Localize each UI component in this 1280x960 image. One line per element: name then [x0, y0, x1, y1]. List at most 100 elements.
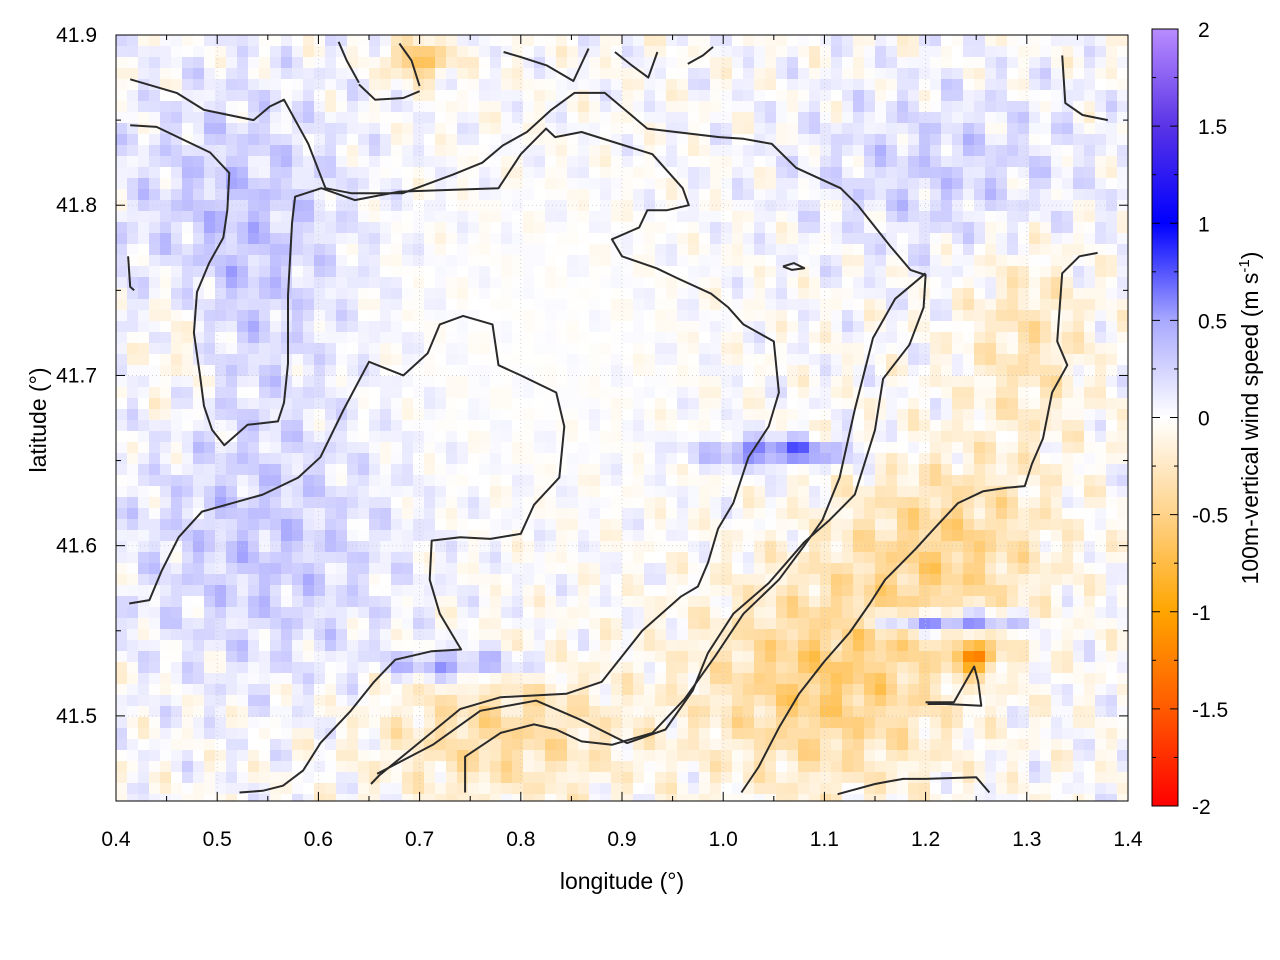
heatmap-cell: [259, 101, 271, 113]
heatmap-cell: [237, 629, 249, 641]
heatmap-cell: [512, 233, 524, 245]
heatmap-cell: [325, 563, 337, 575]
heatmap-cell: [138, 68, 150, 80]
heatmap-cell: [809, 68, 821, 80]
heatmap-cell: [677, 244, 689, 256]
heatmap-cell: [886, 409, 898, 421]
heatmap-cell: [952, 541, 964, 553]
heatmap-cell: [721, 497, 733, 509]
heatmap-cell: [633, 354, 645, 366]
heatmap-cell: [402, 431, 414, 443]
heatmap-cell: [270, 431, 282, 443]
heatmap-cell: [611, 200, 623, 212]
heatmap-cell: [468, 508, 480, 520]
heatmap-cell: [578, 365, 590, 377]
heatmap-cell: [688, 530, 700, 542]
heatmap-cell: [303, 178, 315, 190]
heatmap-cell: [281, 189, 293, 201]
heatmap-cell: [600, 530, 612, 542]
heatmap-cell: [336, 200, 348, 212]
heatmap-cell: [281, 200, 293, 212]
heatmap-cell: [358, 167, 370, 179]
heatmap-cell: [512, 123, 524, 135]
heatmap-cell: [996, 574, 1008, 586]
heatmap-cell: [424, 376, 436, 388]
heatmap-cell: [380, 475, 392, 487]
heatmap-cell: [952, 519, 964, 531]
heatmap-cell: [644, 145, 656, 157]
heatmap-cell: [501, 255, 513, 267]
heatmap-cell: [204, 376, 216, 388]
heatmap-cell: [600, 541, 612, 553]
heatmap-cell: [820, 453, 832, 465]
heatmap-cell: [1040, 277, 1052, 289]
heatmap-cell: [721, 596, 733, 608]
heatmap-cell: [831, 398, 843, 410]
heatmap-cell: [391, 552, 403, 564]
heatmap-cell: [644, 574, 656, 586]
heatmap-cell: [226, 431, 238, 443]
heatmap-cell: [655, 200, 667, 212]
heatmap-cell: [556, 420, 568, 432]
heatmap-cell: [809, 145, 821, 157]
heatmap-cell: [446, 35, 458, 47]
heatmap-cell: [886, 530, 898, 542]
heatmap-cell: [732, 530, 744, 542]
heatmap-cell: [754, 288, 766, 300]
heatmap-cell: [1095, 288, 1107, 300]
heatmap-cell: [556, 46, 568, 58]
heatmap-cell: [666, 618, 678, 630]
heatmap-cell: [787, 123, 799, 135]
heatmap-cell: [237, 233, 249, 245]
heatmap-cell: [776, 266, 788, 278]
heatmap-cell: [864, 519, 876, 531]
heatmap-cell: [1084, 79, 1096, 91]
heatmap-cell: [281, 332, 293, 344]
heatmap-cell: [963, 156, 975, 168]
heatmap-cell: [699, 156, 711, 168]
heatmap-cell: [743, 607, 755, 619]
heatmap-cell: [952, 79, 964, 91]
heatmap-cell: [490, 79, 502, 91]
heatmap-cell: [886, 156, 898, 168]
heatmap-cell: [545, 409, 557, 421]
heatmap-cell: [633, 189, 645, 201]
heatmap-cell: [1084, 244, 1096, 256]
heatmap-cell: [1095, 508, 1107, 520]
heatmap-cell: [116, 46, 128, 58]
heatmap-cell: [754, 354, 766, 366]
heatmap-cell: [171, 519, 183, 531]
heatmap-cell: [1040, 57, 1052, 69]
heatmap-cell: [534, 354, 546, 366]
heatmap-cell: [259, 431, 271, 443]
heatmap-cell: [292, 211, 304, 223]
heatmap-cell: [237, 35, 249, 47]
heatmap-cell: [237, 68, 249, 80]
heatmap-cell: [765, 90, 777, 102]
heatmap-cell: [985, 574, 997, 586]
heatmap-cell: [820, 431, 832, 443]
heatmap-cell: [391, 376, 403, 388]
heatmap-cell: [116, 68, 128, 80]
heatmap-cell: [501, 211, 513, 223]
heatmap-cell: [589, 277, 601, 289]
heatmap-cell: [919, 266, 931, 278]
heatmap-cell: [567, 530, 579, 542]
heatmap-cell: [644, 222, 656, 234]
heatmap-cell: [303, 255, 315, 267]
heatmap-cell: [930, 79, 942, 91]
heatmap-cell: [842, 321, 854, 333]
heatmap-cell: [699, 596, 711, 608]
heatmap-cell: [347, 134, 359, 146]
heatmap-cell: [1095, 486, 1107, 498]
heatmap-cell: [204, 79, 216, 91]
heatmap-cell: [1073, 167, 1085, 179]
heatmap-cell: [490, 607, 502, 619]
heatmap-cell: [710, 90, 722, 102]
heatmap-cell: [644, 189, 656, 201]
heatmap-cell: [160, 211, 172, 223]
heatmap-cell: [556, 354, 568, 366]
heatmap-cell: [435, 596, 447, 608]
heatmap-cell: [171, 321, 183, 333]
heatmap-cell: [589, 541, 601, 553]
